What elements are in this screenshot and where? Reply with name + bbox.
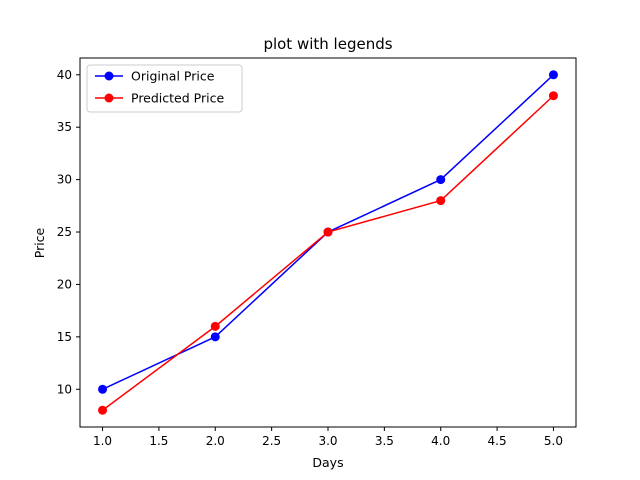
data-point-predicted-price: [323, 227, 333, 237]
legend-entry-original-price: Original Price: [95, 69, 215, 84]
x-tick-label: 1.5: [149, 434, 168, 448]
data-point-original-price: [98, 384, 108, 394]
legend-marker-predicted-price: [104, 93, 114, 103]
series-layer: [98, 70, 558, 415]
x-tick-label: 4.0: [431, 434, 450, 448]
x-tick-label: 4.5: [488, 434, 507, 448]
y-axis-label: Price: [32, 227, 47, 258]
legend-label-original-price: Original Price: [131, 69, 215, 84]
data-point-predicted-price: [436, 196, 446, 206]
data-point-predicted-price: [98, 405, 108, 415]
legend-entry-predicted-price: Predicted Price: [95, 91, 224, 106]
legend: Original Price Predicted Price: [86, 64, 243, 113]
y-axis: 10 15 20 25 30 35 40: [57, 68, 80, 396]
data-point-original-price: [548, 70, 558, 80]
legend-label-predicted-price: Predicted Price: [131, 91, 224, 106]
y-tick-label: 20: [57, 277, 72, 291]
y-tick-label: 10: [57, 382, 72, 396]
y-tick-label: 25: [57, 225, 72, 239]
data-point-predicted-price: [548, 91, 558, 101]
data-point-original-price: [210, 332, 220, 342]
x-tick-label: 3.5: [375, 434, 394, 448]
chart-title: plot with legends: [263, 35, 392, 53]
y-tick-label: 15: [57, 330, 72, 344]
y-tick-label: 30: [57, 173, 72, 187]
x-axis-label: Days: [312, 455, 343, 470]
data-point-predicted-price: [210, 321, 220, 331]
x-tick-label: 2.5: [262, 434, 281, 448]
x-axis: 1.0 1.5 2.0 2.5 3.0 3.5 4.0 4.5 5.0: [93, 427, 563, 448]
y-tick-label: 40: [57, 68, 72, 82]
x-tick-label: 1.0: [93, 434, 112, 448]
y-tick-label: 35: [57, 120, 72, 134]
data-point-original-price: [436, 175, 446, 185]
legend-box: [86, 64, 243, 113]
x-tick-label: 2.0: [206, 434, 225, 448]
x-tick-label: 3.0: [318, 434, 337, 448]
legend-marker-original-price: [104, 71, 114, 81]
x-tick-label: 5.0: [544, 434, 563, 448]
